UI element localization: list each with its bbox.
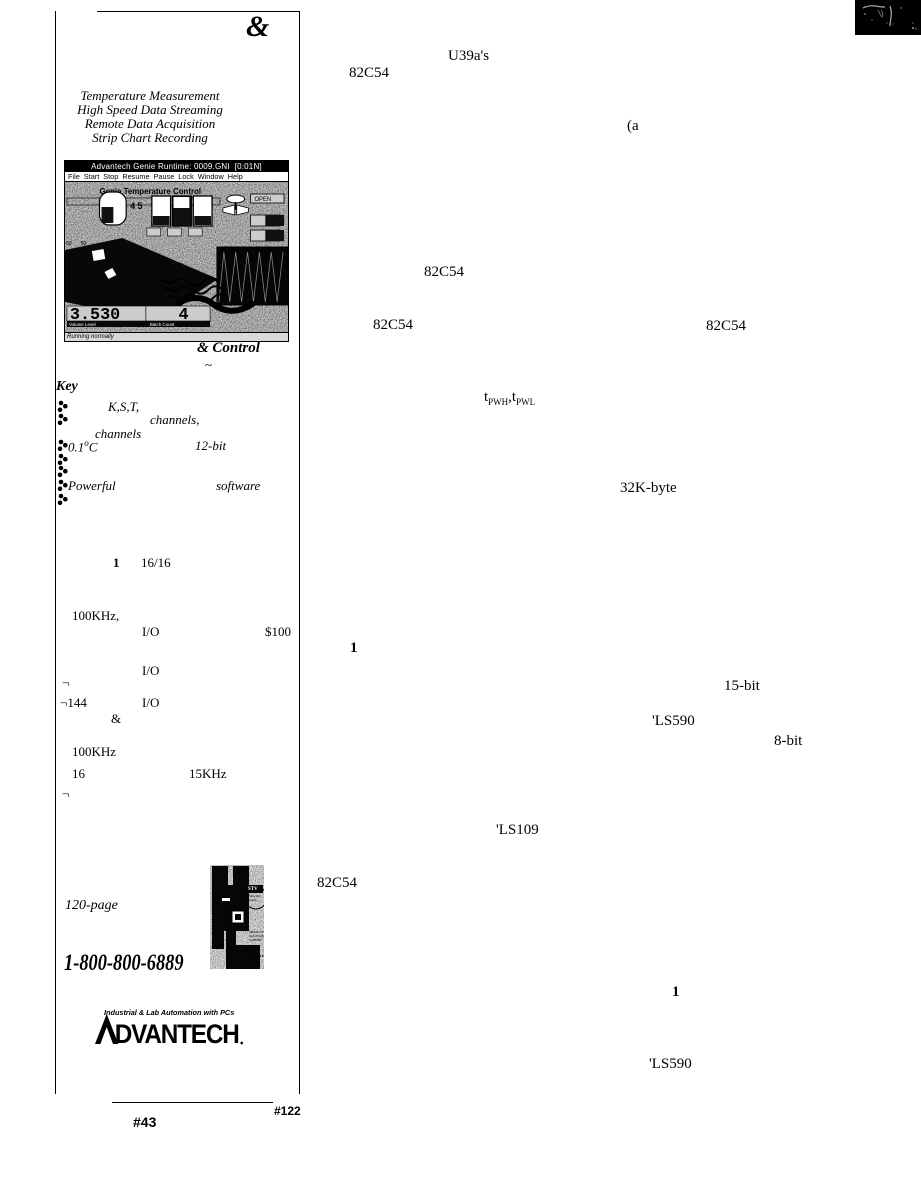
svg-text:4 5: 4 5 bbox=[130, 201, 142, 211]
svg-text:OPEN: OPEN bbox=[254, 197, 271, 203]
svg-text:Batch Count: Batch Count bbox=[150, 322, 175, 327]
svg-text:ADVANTECH: ADVANTECH bbox=[249, 954, 264, 958]
svg-text:50: 50 bbox=[66, 241, 72, 247]
svg-text:Volume Level: Volume Level bbox=[69, 322, 96, 327]
svg-text:DVANTECH: DVANTECH bbox=[115, 1020, 239, 1049]
svg-text:SUPPORT: SUPPORT bbox=[249, 938, 262, 942]
svg-text:STV: STV bbox=[248, 887, 258, 892]
svg-text:Guide: Guide bbox=[249, 898, 257, 902]
